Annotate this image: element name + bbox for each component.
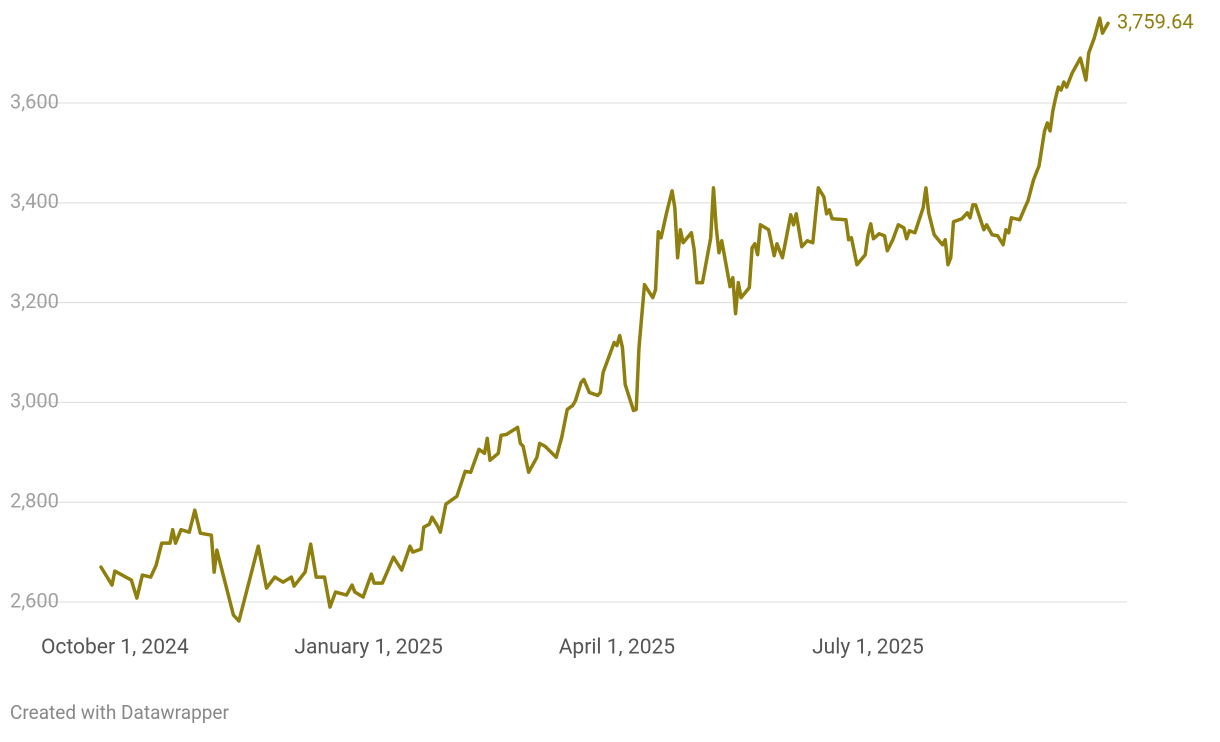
y-tick-label: 3,600 <box>10 89 59 113</box>
y-tick-label: 2,600 <box>10 588 59 612</box>
x-tick-label: October 1, 2024 <box>41 636 189 660</box>
y-tick-label: 2,800 <box>10 489 59 513</box>
x-tick-label: July 1, 2025 <box>812 636 924 660</box>
y-tick-label: 3,200 <box>10 289 59 313</box>
footer: Created with Datawrapper <box>10 701 229 724</box>
x-tick-label: January 1, 2025 <box>294 636 442 660</box>
x-tick-label: April 1, 2025 <box>559 636 675 660</box>
y-tick-label: 3,400 <box>10 189 59 213</box>
y-tick-label: 3,000 <box>10 389 59 413</box>
price-line <box>99 16 1110 623</box>
end-label: 3,759.64 <box>1117 10 1194 34</box>
